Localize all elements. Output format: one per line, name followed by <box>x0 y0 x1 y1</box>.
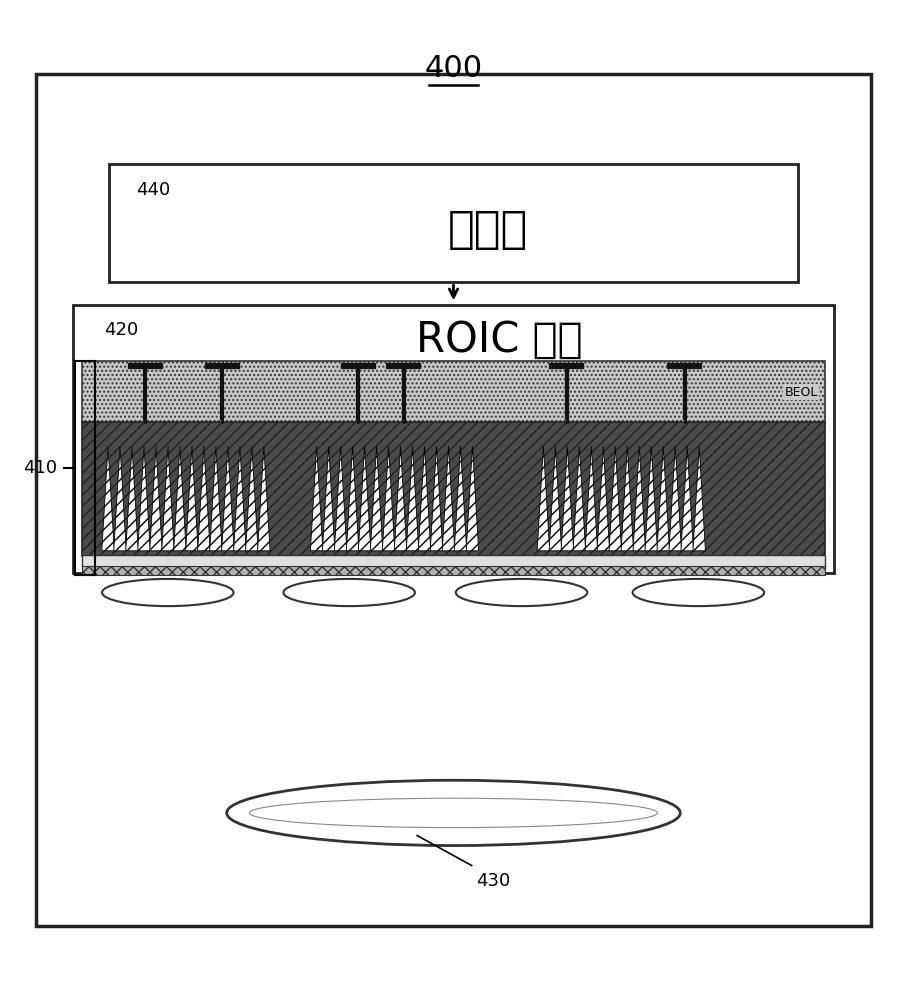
Bar <box>82 555 825 568</box>
Polygon shape <box>681 446 694 551</box>
Polygon shape <box>585 446 598 551</box>
Polygon shape <box>150 446 162 551</box>
Polygon shape <box>210 446 222 551</box>
Polygon shape <box>573 446 586 551</box>
Polygon shape <box>322 446 335 551</box>
Text: 410: 410 <box>23 459 57 477</box>
Polygon shape <box>138 446 151 551</box>
Polygon shape <box>335 446 346 551</box>
Polygon shape <box>221 446 234 551</box>
Polygon shape <box>610 446 621 551</box>
Polygon shape <box>597 446 610 551</box>
Polygon shape <box>645 446 658 551</box>
Polygon shape <box>102 446 114 551</box>
Polygon shape <box>246 446 258 551</box>
Polygon shape <box>310 446 323 551</box>
Polygon shape <box>395 446 406 551</box>
Text: BEOL: BEOL <box>785 386 818 399</box>
Polygon shape <box>633 446 646 551</box>
Polygon shape <box>346 446 359 551</box>
Polygon shape <box>198 446 210 551</box>
Polygon shape <box>621 446 633 551</box>
Text: 处理器: 处理器 <box>448 208 528 251</box>
Ellipse shape <box>227 780 680 846</box>
Bar <box>109 164 798 282</box>
Polygon shape <box>669 446 681 551</box>
Ellipse shape <box>455 579 587 606</box>
Polygon shape <box>383 446 395 551</box>
Text: 420: 420 <box>104 321 139 339</box>
Ellipse shape <box>283 579 414 606</box>
Bar <box>82 566 825 575</box>
Bar <box>82 422 825 556</box>
Polygon shape <box>537 446 550 551</box>
Ellipse shape <box>632 579 764 606</box>
Ellipse shape <box>102 579 234 606</box>
Polygon shape <box>657 446 669 551</box>
Polygon shape <box>358 446 371 551</box>
Polygon shape <box>161 446 174 551</box>
Bar <box>73 305 834 573</box>
Bar <box>82 361 825 423</box>
Text: 440: 440 <box>136 181 171 199</box>
Polygon shape <box>454 446 467 551</box>
Polygon shape <box>186 446 198 551</box>
Polygon shape <box>370 446 383 551</box>
Polygon shape <box>693 446 706 551</box>
Polygon shape <box>406 446 419 551</box>
Polygon shape <box>113 446 126 551</box>
Polygon shape <box>126 446 138 551</box>
Polygon shape <box>174 446 186 551</box>
Polygon shape <box>234 446 246 551</box>
Polygon shape <box>430 446 443 551</box>
Polygon shape <box>418 446 431 551</box>
Polygon shape <box>443 446 454 551</box>
Polygon shape <box>549 446 561 551</box>
Polygon shape <box>258 446 270 551</box>
Text: 430: 430 <box>476 872 511 890</box>
Text: 400: 400 <box>424 54 483 83</box>
Polygon shape <box>466 446 479 551</box>
Text: ROIC 晶片: ROIC 晶片 <box>416 319 582 361</box>
Polygon shape <box>561 446 573 551</box>
